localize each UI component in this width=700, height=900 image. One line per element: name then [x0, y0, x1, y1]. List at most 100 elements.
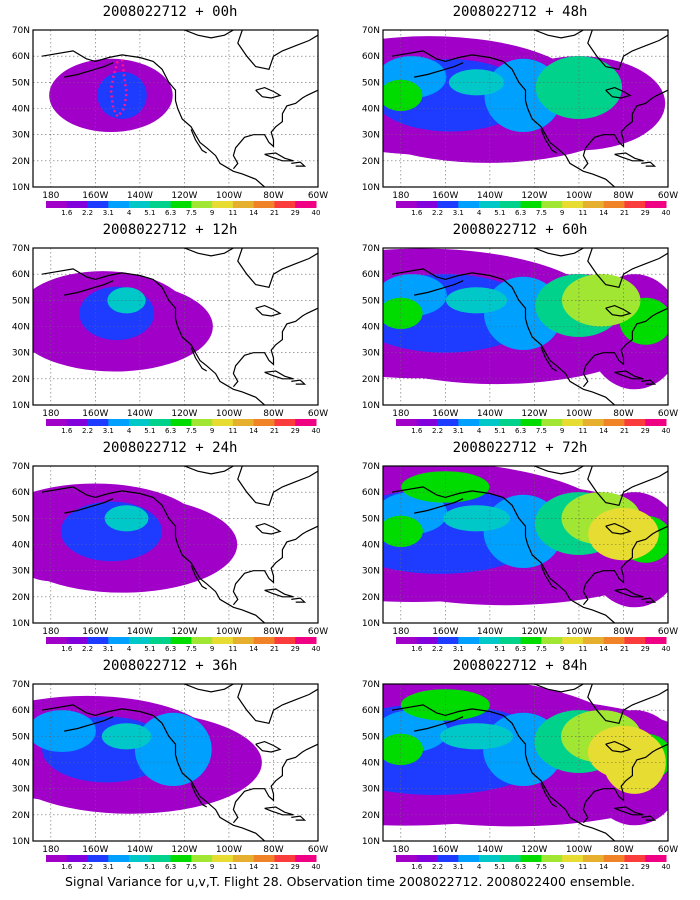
lon-tick-label: 60W	[308, 627, 328, 637]
variance-contour	[104, 505, 149, 532]
lon-tick-label: 140W	[477, 845, 503, 855]
colorbar-label: 4	[477, 863, 482, 869]
lon-tick-label: 100W	[216, 409, 242, 419]
lat-tick-label: 20N	[12, 811, 30, 821]
coastline	[232, 743, 318, 824]
colorbar-swatch	[416, 855, 439, 862]
coastline	[190, 129, 208, 154]
coastline	[587, 248, 668, 288]
variance-contour	[383, 79, 423, 112]
lat-tick-label: 20N	[12, 375, 30, 385]
colorbar-label: 3.1	[103, 209, 114, 215]
colorbar-swatch	[295, 855, 317, 862]
colorbar-swatch	[274, 855, 296, 862]
lat-tick-label: 40N	[12, 105, 30, 115]
coastline	[614, 370, 644, 380]
colorbar-label: 21	[270, 863, 279, 869]
colorbar-swatch	[624, 855, 646, 862]
lon-tick-label: 80W	[613, 191, 633, 201]
lon-tick-label: 80W	[263, 409, 283, 419]
colorbar-swatch	[541, 419, 563, 426]
colorbar-label: 5.1	[144, 427, 155, 433]
lat-tick-label: 10N	[12, 183, 30, 193]
lon-tick-label: 120W	[521, 627, 547, 637]
coastline	[582, 89, 668, 170]
lat-tick-label: 50N	[12, 514, 30, 524]
colorbar-label: 5.1	[144, 645, 155, 651]
colorbar-label: 2.2	[82, 863, 93, 869]
colorbar-swatch	[87, 637, 109, 644]
colorbar-label: 40	[312, 863, 321, 869]
colorbar-label: 5.1	[144, 863, 155, 869]
colorbar-swatch	[645, 855, 667, 862]
colorbar-swatch	[170, 855, 192, 862]
colorbar-label: 4	[477, 209, 482, 215]
colorbar-label: 1.6	[411, 863, 423, 869]
variance-contour	[603, 731, 666, 794]
colorbar-swatch	[458, 637, 480, 644]
colorbar-swatch	[582, 637, 605, 644]
colorbar-label: 14	[249, 209, 258, 215]
lat-tick-label: 70N	[362, 462, 380, 472]
coastline	[64, 716, 114, 732]
coastline	[264, 588, 294, 598]
lon-tick-label: 100W	[216, 191, 242, 201]
lat-tick-label: 50N	[12, 78, 30, 88]
lon-tick-label: 180	[42, 409, 59, 419]
colorbar-label: 1.6	[61, 863, 73, 869]
coastline	[605, 522, 632, 535]
coastline	[264, 370, 294, 380]
lat-tick-label: 60N	[362, 270, 380, 280]
lat-tick-label: 60N	[12, 706, 30, 716]
lat-tick-label: 70N	[12, 244, 30, 254]
coastline	[587, 30, 668, 70]
colorbar-swatch	[295, 637, 317, 644]
lon-tick-label: 100W	[566, 627, 592, 637]
variance-contour	[383, 733, 424, 766]
colorbar-label: 7.5	[536, 863, 547, 869]
colorbar-swatch	[645, 637, 667, 644]
colorbar-label: 2.2	[82, 427, 93, 433]
colorbar-label: 40	[312, 645, 321, 651]
map-panel-p48: 180 160W 140W 120W 100W 80W 60W 10N 20N 30N 40N 50N…	[350, 0, 690, 215]
coastline	[232, 89, 318, 170]
colorbar-swatch	[624, 637, 646, 644]
lat-tick-label: 40N	[362, 541, 380, 551]
panel-title: 2008022712 + 84h	[452, 658, 588, 674]
colorbar-label: 6.3	[165, 645, 176, 651]
colorbar-swatch	[499, 855, 522, 862]
colorbar-swatch	[232, 201, 255, 208]
colorbar-swatch	[191, 637, 213, 644]
colorbar-label: 6.3	[515, 427, 526, 433]
colorbar-label: 5.1	[494, 863, 505, 869]
lat-tick-label: 60N	[362, 488, 380, 498]
lat-tick-label: 10N	[12, 619, 30, 629]
colorbar-label: 9	[560, 645, 564, 651]
lon-tick-label: 80W	[263, 845, 283, 855]
colorbar-swatch	[603, 855, 625, 862]
panel-title: 2008022712 + 36h	[102, 658, 238, 674]
colorbar-swatch	[108, 855, 130, 862]
lon-tick-label: 160W	[82, 627, 108, 637]
lat-tick-label: 20N	[362, 157, 380, 167]
lon-tick-label: 180	[42, 191, 59, 201]
colorbar-label: 9	[560, 427, 564, 433]
lon-tick-label: 60W	[658, 191, 678, 201]
map-p12: 180 160W 140W 120W 100W 80W 60W 10N 20N 30N 40N 50N…	[12, 244, 328, 433]
colorbar-label: 29	[641, 427, 650, 433]
colorbar-label: 7.5	[186, 863, 197, 869]
lon-tick-label: 60W	[658, 409, 678, 419]
colorbar-swatch	[253, 637, 275, 644]
colorbar-label: 6.3	[515, 209, 526, 215]
colorbar-swatch	[253, 419, 275, 426]
lon-tick-label: 160W	[432, 191, 458, 201]
lon-tick-label: 180	[42, 627, 59, 637]
colorbar-swatch	[66, 637, 89, 644]
lat-tick-label: 50N	[362, 514, 380, 524]
lon-tick-label: 180	[392, 845, 409, 855]
colorbar-swatch	[645, 419, 667, 426]
colorbar-swatch	[582, 201, 605, 208]
colorbar-swatch	[479, 419, 501, 426]
variance-contour	[107, 287, 146, 314]
lon-tick-label: 120W	[171, 627, 197, 637]
